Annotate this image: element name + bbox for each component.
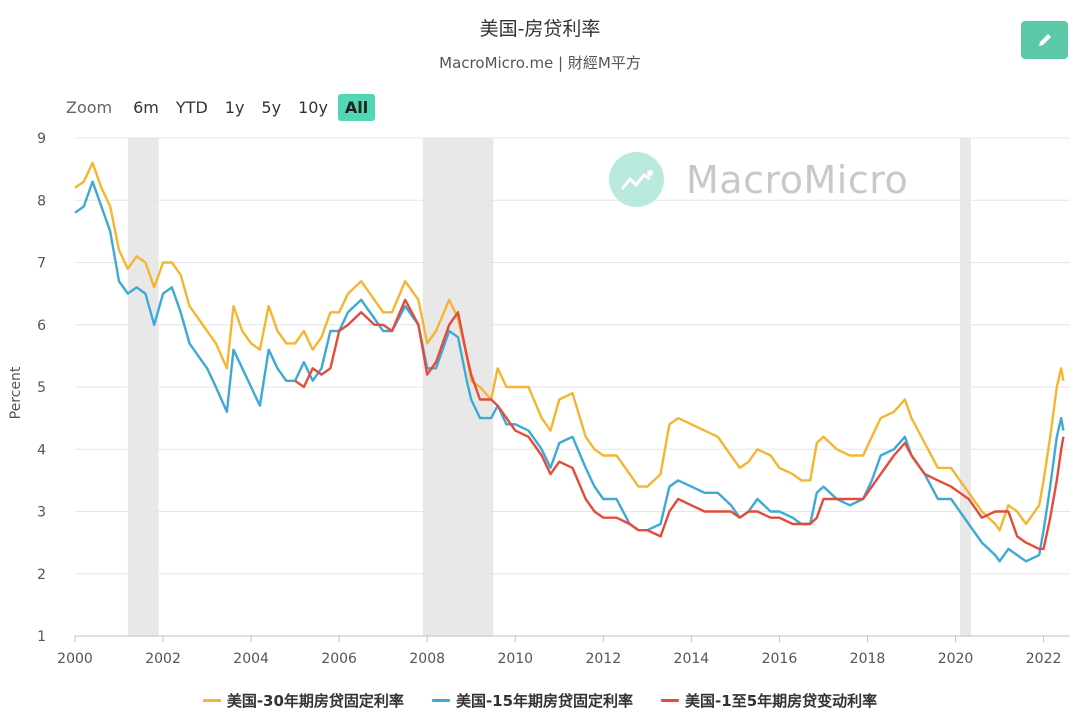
series-line-30y xyxy=(74,161,1065,532)
y-axis-ticks: 1 2 3 4 5 6 7 8 9 xyxy=(37,131,46,645)
zoom-6m-button[interactable]: 6m xyxy=(133,97,159,117)
y-axis-label: Percent xyxy=(8,366,24,420)
x-tick-label: 2016 xyxy=(762,651,798,667)
x-tick-label: 2000 xyxy=(57,651,93,667)
legend-item-30y[interactable]: 美国-30年期房贷固定利率 xyxy=(202,690,404,711)
zoom-label: Zoom xyxy=(66,97,113,117)
y-tick-label: 8 xyxy=(37,193,46,209)
zoom-5y-button[interactable]: 5y xyxy=(261,97,282,117)
zoom-all-button[interactable]: All xyxy=(337,93,376,121)
x-tick-label: 2002 xyxy=(145,651,181,667)
y-tick-label: 9 xyxy=(37,131,46,147)
watermark-text: MacroMicro xyxy=(686,157,909,202)
legend-swatch-15y xyxy=(431,699,450,702)
grid-lines xyxy=(75,137,1070,637)
zoom-ytd-button[interactable]: YTD xyxy=(175,97,208,117)
legend-item-arm[interactable]: 美国-1至5年期房贷变动利率 xyxy=(661,690,877,711)
x-axis-ticks: 2000 2002 2004 2006 2008 2010 2012 2014 2016 2018… xyxy=(57,635,1070,667)
legend-item-15y[interactable]: 美国-15年期房贷固定利率 xyxy=(431,690,634,711)
x-tick-label: 2004 xyxy=(233,651,269,667)
legend-label-arm: 美国-1至5年期房贷变动利率 xyxy=(685,692,878,710)
legend-label-30y: 美国-30年期房贷固定利率 xyxy=(226,692,404,710)
legend-swatch-30y xyxy=(202,699,221,702)
x-tick-label: 2008 xyxy=(409,651,445,667)
edit-button[interactable] xyxy=(1021,21,1068,59)
y-tick-label: 6 xyxy=(37,318,46,334)
x-tick-label: 2022 xyxy=(1026,651,1062,667)
zoom-10y-button[interactable]: 10y xyxy=(298,97,328,117)
y-tick-label: 4 xyxy=(37,442,46,458)
legend-swatch-arm xyxy=(661,699,680,702)
chart-subtitle: MacroMicro.me | 財經M平方 xyxy=(439,54,641,72)
y-tick-label: 1 xyxy=(37,629,46,645)
x-tick-label: 2010 xyxy=(497,651,533,667)
y-tick-label: 7 xyxy=(37,256,46,272)
zoom-1y-button[interactable]: 1y xyxy=(224,97,245,117)
series-lines xyxy=(74,161,1065,563)
x-tick-label: 2012 xyxy=(585,651,621,667)
series-line-15y xyxy=(74,180,1065,563)
x-tick-label: 2018 xyxy=(850,651,886,667)
legend: 美国-30年期房贷固定利率 美国-15年期房贷固定利率 美国-1至5年期房贷变动… xyxy=(0,690,1080,711)
series-line-arm xyxy=(294,298,1065,551)
legend-label-15y: 美国-15年期房贷固定利率 xyxy=(455,692,634,710)
chart-title: 美国-房贷利率 xyxy=(479,18,601,40)
watermark-logo-icon xyxy=(609,152,664,207)
x-tick-label: 2014 xyxy=(674,651,710,667)
y-tick-label: 2 xyxy=(37,567,46,583)
y-tick-label: 5 xyxy=(37,380,46,396)
watermark: MacroMicro xyxy=(609,152,908,207)
x-tick-label: 2006 xyxy=(321,651,357,667)
pencil-icon xyxy=(1038,34,1051,46)
y-tick-label: 3 xyxy=(37,505,46,521)
zoom-bar: Zoom 6m YTD 1y 5y 10y All xyxy=(60,92,378,122)
x-tick-label: 2020 xyxy=(938,651,974,667)
